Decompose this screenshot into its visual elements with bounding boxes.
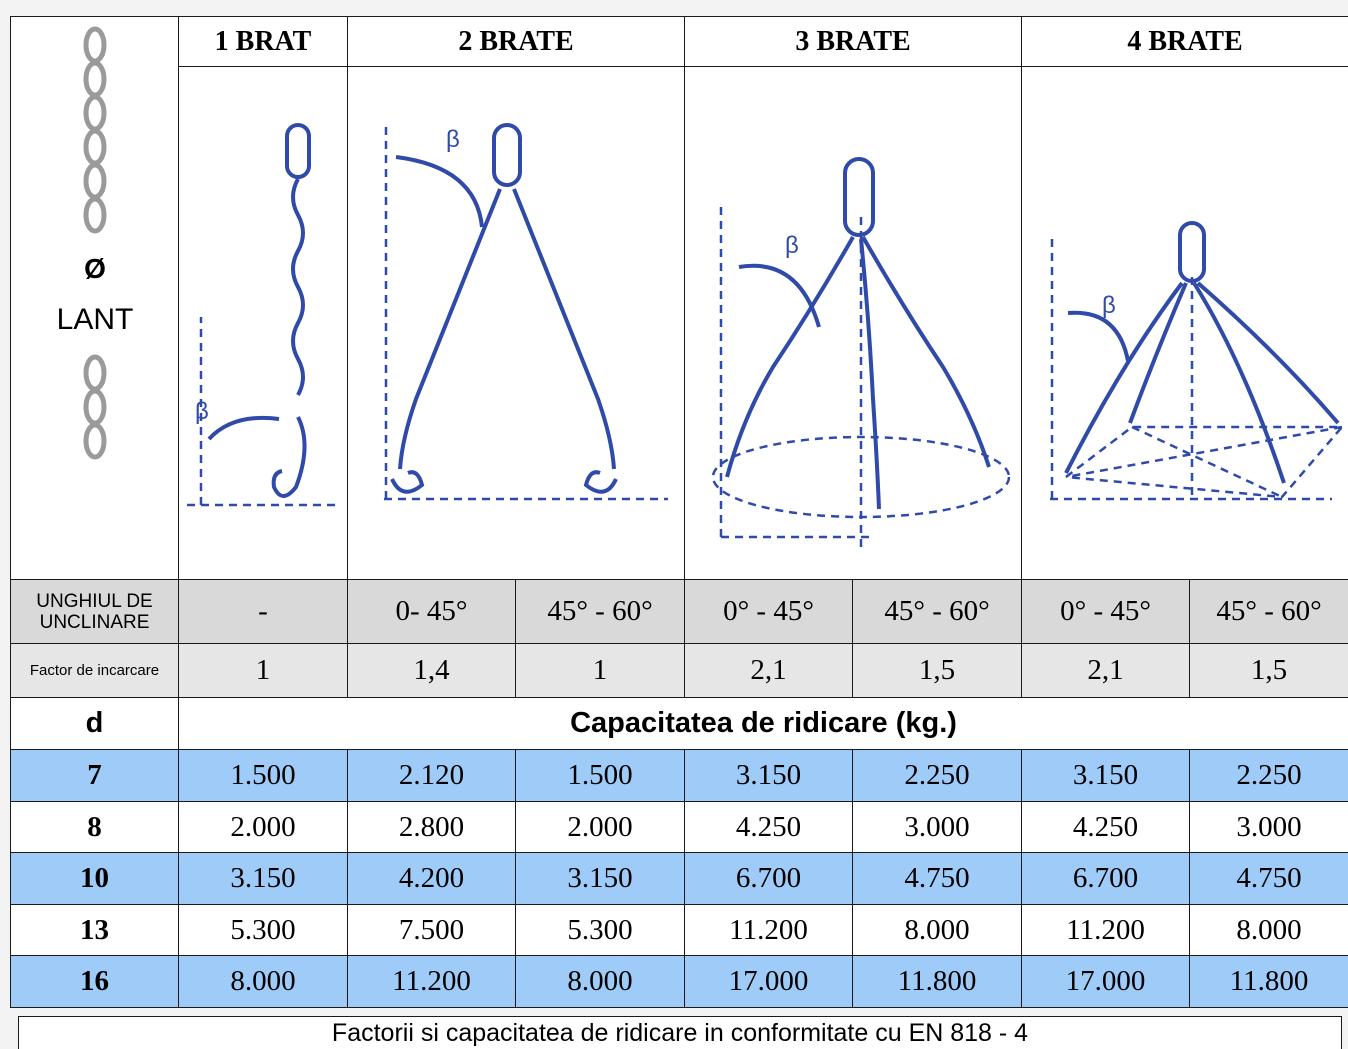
- factor-value: 1,5: [853, 644, 1022, 698]
- factor-value: 1: [179, 644, 348, 698]
- capacity-cell: 7.500: [348, 905, 516, 956]
- capacity-cell: 2.000: [179, 802, 348, 853]
- header-row: Ø LANT 1 BRAT 2 BRATE 3 BRATE 4 BRATE: [11, 17, 1348, 67]
- angle-value: 0° - 45°: [685, 580, 853, 644]
- capacity-cell: 6.700: [1022, 853, 1190, 905]
- sling-capacity-table: Ø LANT 1 BRAT 2 BRATE 3 BRATE 4 BRATE β: [10, 16, 1348, 1008]
- three-leg-sling-icon: β: [685, 67, 1022, 574]
- capacity-cell: 8.000: [516, 956, 685, 1008]
- diagram-1-brat: β: [179, 67, 348, 580]
- capacity-cell: 17.000: [685, 956, 853, 1008]
- capacity-cell: 11.800: [853, 956, 1022, 1008]
- factor-value: 2,1: [685, 644, 853, 698]
- d-label: d: [11, 698, 179, 750]
- capacity-cell: 8.000: [1190, 905, 1348, 956]
- capacity-cell: 2.000: [516, 802, 685, 853]
- capacity-cell: 3.150: [685, 750, 853, 802]
- capacity-cell: 5.300: [179, 905, 348, 956]
- capacity-cell: 3.150: [179, 853, 348, 905]
- angle-value: 0° - 45°: [1022, 580, 1190, 644]
- factor-value: 1,5: [1190, 644, 1348, 698]
- diameter-symbol: Ø: [11, 253, 179, 285]
- angle-value: -: [179, 580, 348, 644]
- table-row: 16 8.000 11.200 8.000 17.000 11.800 17.0…: [11, 956, 1348, 1008]
- beta-label-4: β: [1102, 292, 1116, 319]
- capacity-cell: 6.700: [685, 853, 853, 905]
- row-diameter: 16: [11, 956, 179, 1008]
- angle-row-label: UNGHIUL DE UNCLINARE: [11, 580, 179, 644]
- capacity-cell: 11.800: [1190, 956, 1348, 1008]
- lant-label: LANT: [11, 303, 179, 337]
- table-row: 7 1.500 2.120 1.500 3.150 2.250 3.150 2.…: [11, 750, 1348, 802]
- two-leg-sling-icon: β: [348, 67, 685, 574]
- capacity-title: Capacitatea de ridicare (kg.): [179, 698, 1348, 750]
- capacity-cell: 4.250: [685, 802, 853, 853]
- capacity-cell: 3.000: [853, 802, 1022, 853]
- capacity-cell: 3.150: [1022, 750, 1190, 802]
- capacity-cell: 4.750: [853, 853, 1022, 905]
- header-1-brat: 1 BRAT: [179, 17, 348, 67]
- row-diameter: 10: [11, 853, 179, 905]
- header-4-brate: 4 BRATE: [1022, 17, 1348, 67]
- row-diameter: 13: [11, 905, 179, 956]
- table-row: 8 2.000 2.800 2.000 4.250 3.000 4.250 3.…: [11, 802, 1348, 853]
- capacity-cell: 11.200: [1022, 905, 1190, 956]
- row-diameter: 8: [11, 802, 179, 853]
- capacity-cell: 2.800: [348, 802, 516, 853]
- capacity-header-row: d Capacitatea de ridicare (kg.): [11, 698, 1348, 750]
- four-leg-sling-icon: β: [1022, 67, 1348, 574]
- angle-value: 45° - 60°: [853, 580, 1022, 644]
- diagram-4-brate: β: [1022, 67, 1348, 580]
- capacity-cell: 8.000: [853, 905, 1022, 956]
- table-row: 13 5.300 7.500 5.300 11.200 8.000 11.200…: [11, 905, 1348, 956]
- capacity-cell: 11.200: [685, 905, 853, 956]
- diagram-3-brate: β: [685, 67, 1022, 580]
- capacity-cell: 1.500: [516, 750, 685, 802]
- capacity-cell: 3.000: [1190, 802, 1348, 853]
- angle-row: UNGHIUL DE UNCLINARE - 0- 45° 45° - 60° …: [11, 580, 1348, 644]
- factor-value: 1: [516, 644, 685, 698]
- capacity-cell: 4.750: [1190, 853, 1348, 905]
- capacity-cell: 11.200: [348, 956, 516, 1008]
- capacity-cell: 5.300: [516, 905, 685, 956]
- chain-diameter-header: Ø LANT: [11, 17, 179, 580]
- beta-label-1: β: [195, 398, 209, 425]
- single-leg-sling-icon: β: [179, 67, 347, 574]
- header-2-brate: 2 BRATE: [348, 17, 685, 67]
- row-diameter: 7: [11, 750, 179, 802]
- capacity-cell: 1.500: [179, 750, 348, 802]
- angle-value: 0- 45°: [348, 580, 516, 644]
- beta-label-3: β: [785, 232, 799, 259]
- capacity-cell: 17.000: [1022, 956, 1190, 1008]
- capacity-cell: 2.250: [1190, 750, 1348, 802]
- diagram-2-brate: β: [348, 67, 685, 580]
- capacity-cell: 4.250: [1022, 802, 1190, 853]
- capacity-cell: 2.120: [348, 750, 516, 802]
- capacity-cell: 8.000: [179, 956, 348, 1008]
- factor-value: 2,1: [1022, 644, 1190, 698]
- factor-row-label: Factor de incarcare: [11, 644, 179, 698]
- header-3-brate: 3 BRATE: [685, 17, 1022, 67]
- chain-graphic-icon: [11, 17, 179, 557]
- factor-value: 1,4: [348, 644, 516, 698]
- table-row: 10 3.150 4.200 3.150 6.700 4.750 6.700 4…: [11, 853, 1348, 905]
- capacity-cell: 2.250: [853, 750, 1022, 802]
- diagram-row: β β: [11, 67, 1348, 580]
- beta-label-2: β: [446, 126, 460, 153]
- angle-value: 45° - 60°: [516, 580, 685, 644]
- capacity-cell: 4.200: [348, 853, 516, 905]
- angle-value: 45° - 60°: [1190, 580, 1348, 644]
- capacity-cell: 3.150: [516, 853, 685, 905]
- factor-row: Factor de incarcare 1 1,4 1 2,1 1,5 2,1 …: [11, 644, 1348, 698]
- footer-note: Factorii si capacitatea de ridicare in c…: [18, 1016, 1342, 1049]
